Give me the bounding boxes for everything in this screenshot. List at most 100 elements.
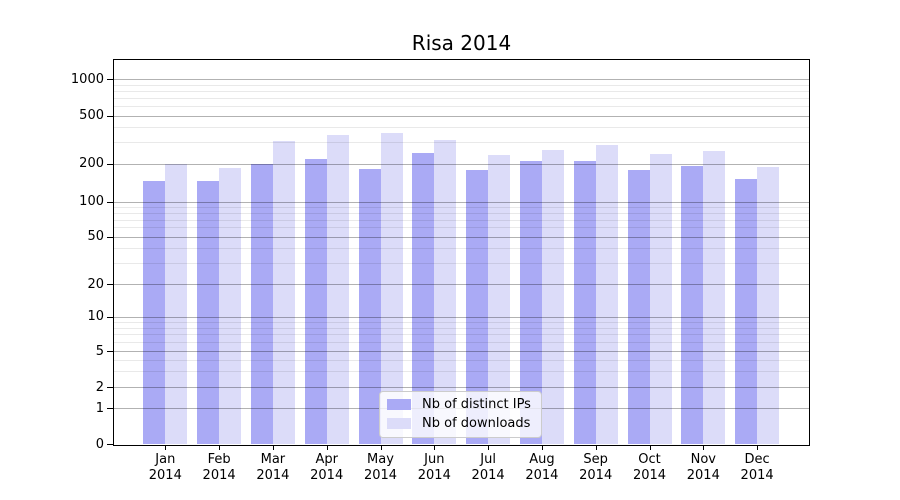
bar-downloads-nov <box>703 150 726 445</box>
gridline-minor <box>114 359 809 361</box>
y-tick-mark <box>107 316 114 318</box>
x-tick-label: Apr 2014 <box>295 452 359 484</box>
bar-ips-nov <box>681 165 704 445</box>
y-tick-mark <box>107 408 114 409</box>
y-tick-label: 2 <box>95 379 104 395</box>
y-tick-mark <box>107 163 114 165</box>
x-tick-year: 2014 <box>148 468 182 483</box>
y-tick-mark <box>107 351 114 352</box>
gridline-major <box>114 387 809 388</box>
gridline-major <box>114 115 809 117</box>
y-tick-label: 500 <box>79 108 104 123</box>
legend-item-ips: Nb of distinct IPs <box>387 397 531 412</box>
gridline-minor <box>114 206 809 208</box>
legend-item-downloads: Nb of downloads <box>387 416 531 431</box>
bar-ips-dec <box>735 178 758 445</box>
x-tick-year: 2014 <box>310 468 344 483</box>
bar-downloads-jul <box>488 155 511 445</box>
y-tick-mark <box>107 444 114 445</box>
x-tick-label: Jun 2014 <box>402 452 466 484</box>
y-tick-mark <box>107 236 114 238</box>
bar-ips-mar <box>250 164 273 445</box>
x-tick-month: Nov <box>690 452 716 467</box>
bar-downloads-jun <box>434 140 457 445</box>
y-tick-label: 10 <box>87 309 104 324</box>
chart-title: Risa 2014 <box>411 31 512 55</box>
y-tick-mark <box>107 115 114 117</box>
gridline-minor <box>114 97 809 99</box>
y-tick-label: 1000 <box>70 71 104 87</box>
x-tick-label: May 2014 <box>349 452 413 484</box>
x-tick-month: Jun <box>424 452 445 467</box>
bar-downloads-apr <box>326 134 349 445</box>
gridline-major <box>114 284 809 285</box>
bar-downloads-jan <box>165 164 188 445</box>
x-tick-mark <box>595 445 597 450</box>
bar-ips-oct <box>627 169 650 445</box>
x-tick-label: Dec 2014 <box>725 452 789 484</box>
x-tick-year: 2014 <box>202 468 236 483</box>
x-tick-month: May <box>367 452 394 467</box>
y-tick-mark <box>107 79 114 80</box>
bar-downloads-oct <box>649 153 672 445</box>
bar-downloads-may <box>380 133 403 445</box>
x-tick-year: 2014 <box>740 468 774 483</box>
x-tick-year: 2014 <box>632 468 667 483</box>
x-tick-mark <box>757 445 759 450</box>
y-tick-mark <box>107 201 114 203</box>
x-tick-year: 2014 <box>525 468 559 483</box>
x-tick-label: Jan 2014 <box>133 452 197 484</box>
bar-downloads-dec <box>757 167 780 445</box>
x-tick-label: Oct 2014 <box>618 452 682 484</box>
x-tick-mark <box>326 445 328 450</box>
y-tick-label: 20 <box>87 276 104 292</box>
bar-downloads-sep <box>595 144 618 445</box>
x-tick-label: Aug 2014 <box>510 452 574 484</box>
gridline-minor <box>114 90 809 92</box>
gridline-minor <box>114 127 809 129</box>
x-tick-mark <box>434 445 436 450</box>
x-tick-label: Feb 2014 <box>187 452 251 484</box>
x-tick-year: 2014 <box>256 468 290 483</box>
gridline-minor <box>114 262 809 264</box>
gridline-minor <box>114 248 809 250</box>
legend: Nb of distinct IPs Nb of downloads <box>379 391 542 438</box>
x-tick-month: Dec <box>744 452 770 467</box>
gridline-minor <box>114 142 809 144</box>
y-tick-label: 50 <box>87 229 104 244</box>
x-tick-year: 2014 <box>686 468 720 483</box>
x-tick-year: 2014 <box>363 468 398 483</box>
gridline-minor <box>114 219 809 221</box>
bar-ips-feb <box>197 181 220 445</box>
grid-layer <box>114 60 809 445</box>
gridline-major <box>114 201 809 203</box>
x-tick-label: Nov 2014 <box>671 452 735 484</box>
gridline-major <box>114 79 809 80</box>
gridline-minor <box>114 105 809 107</box>
gridline-major <box>114 163 809 165</box>
x-tick-mark <box>380 445 382 450</box>
x-tick-month: Sep <box>583 452 608 467</box>
x-tick-label: Mar 2014 <box>241 452 305 484</box>
gridline-minor <box>114 212 809 214</box>
gridline-minor <box>114 341 809 343</box>
x-tick-year: 2014 <box>471 468 505 483</box>
bar-downloads-aug <box>541 149 564 445</box>
x-tick-month: Jan <box>155 452 176 467</box>
x-tick-mark <box>272 445 274 450</box>
x-tick-mark <box>703 445 705 450</box>
x-tick-mark <box>649 445 651 450</box>
legend-label-ips: Nb of distinct IPs <box>422 397 531 412</box>
y-tick-label: 200 <box>79 156 104 171</box>
x-tick-mark <box>219 445 221 450</box>
x-tick-mark <box>165 445 167 450</box>
gridline-minor <box>114 84 809 86</box>
plot-area: Nb of distinct IPs Nb of downloads <box>113 59 810 446</box>
x-tick-mark <box>488 445 490 450</box>
bar-downloads-mar <box>272 141 295 445</box>
bar-ips-jul <box>466 169 489 445</box>
gridline-minor <box>114 334 809 336</box>
y-tick-label: 5 <box>95 343 104 359</box>
x-tick-year: 2014 <box>417 468 451 483</box>
x-tick-month: Oct <box>638 452 661 467</box>
